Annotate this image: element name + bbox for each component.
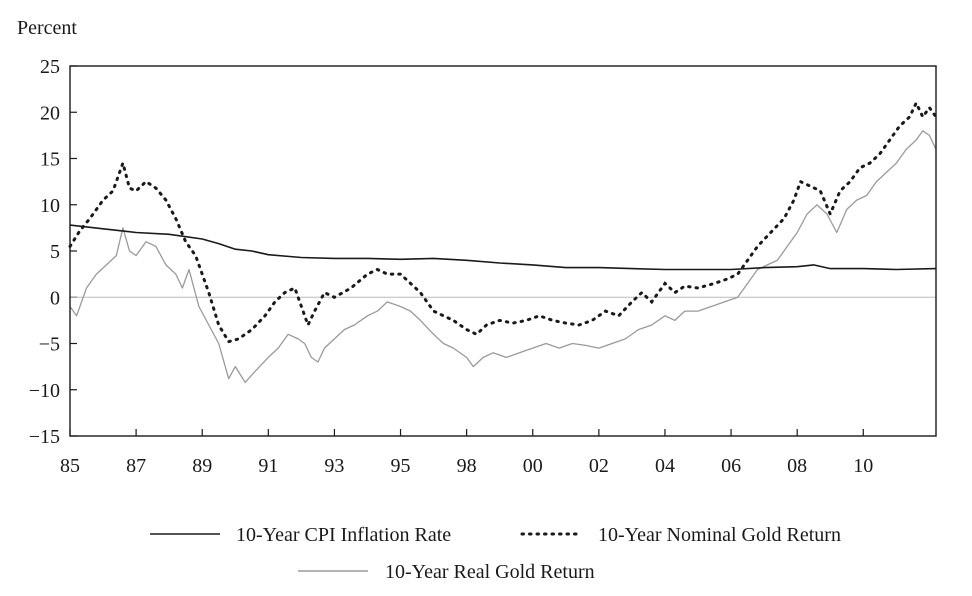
x-tick-label: 00 [523,455,543,477]
x-tick-label: 93 [324,455,344,477]
legend: 10-Year CPI Inflation Rate 10-Year Nomin… [150,524,841,583]
x-tick-label: 87 [126,455,146,477]
x-tick-label: 08 [787,455,807,477]
legend-label-real: 10-Year Real Gold Return [385,561,595,583]
x-tick-label: 91 [258,455,278,477]
series-line-real-gold-return [69,130,937,384]
y-tick-label: 20 [40,102,60,124]
series-group [68,99,938,384]
y-tick-label: 0 [50,287,60,309]
y-tick-label: 5 [50,241,60,263]
x-tick-label: 95 [391,455,411,477]
legend-label-cpi: 10-Year CPI Inflation Rate [236,524,451,546]
x-tick-label: 04 [655,455,675,477]
series-line-nominal-gold-return [68,99,938,344]
x-tick-label: 89 [192,455,212,477]
series-line-cpi-inflation [69,224,937,271]
y-tick-label: −5 [39,334,60,356]
y-tick-label: 25 [40,56,60,78]
x-tick-label: 06 [721,455,741,477]
legend-label-nominal: 10-Year Nominal Gold Return [598,524,841,546]
plot-frame [69,65,937,437]
x-tick-label: 10 [853,455,873,477]
x-tick-label: 85 [60,455,80,477]
x-axis-ticks: 85 87 89 91 93 95 98 00 02 04 06 08 10 [60,429,873,477]
y-tick-label: −10 [29,380,60,402]
y-tick-label: 10 [40,195,60,217]
y-tick-label: −15 [29,426,60,448]
x-tick-label: 98 [457,455,477,477]
y-tick-label: 15 [40,149,60,171]
x-tick-label: 02 [589,455,609,477]
y-axis-label: Percent [17,17,77,39]
